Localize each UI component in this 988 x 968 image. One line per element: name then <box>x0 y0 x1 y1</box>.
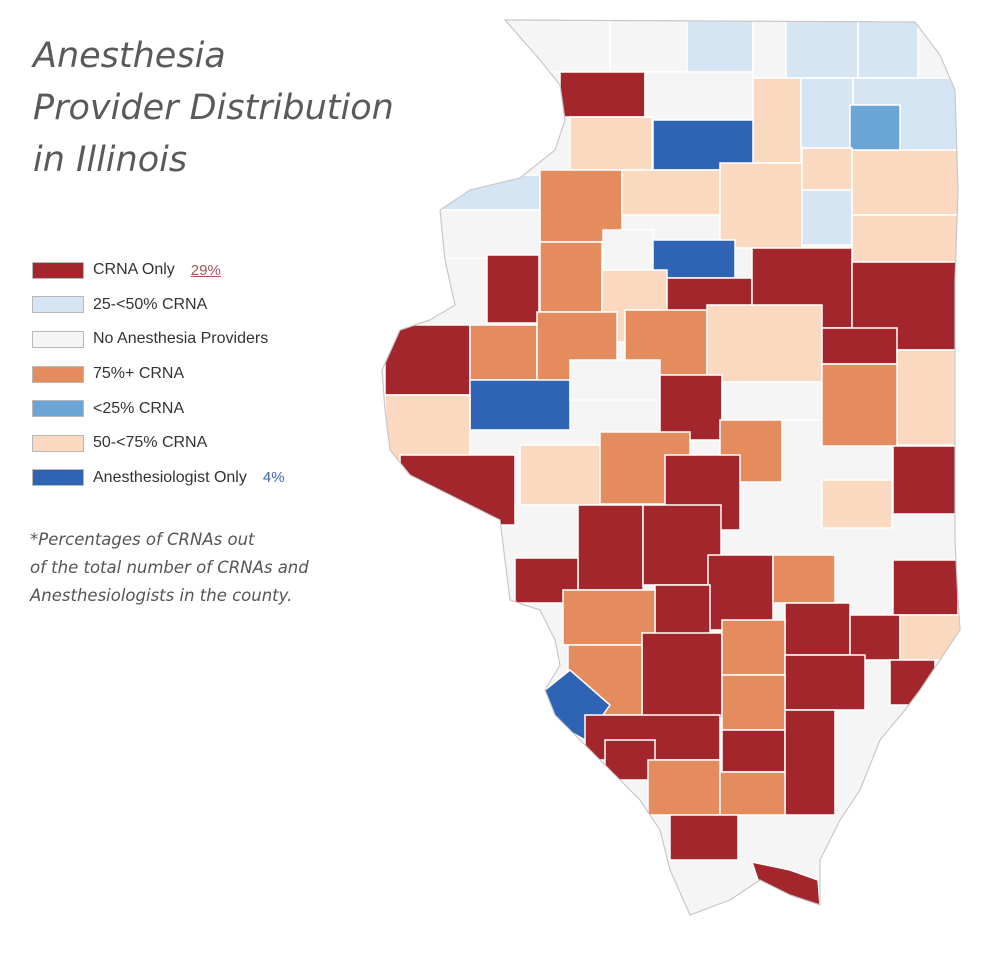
county <box>659 374 723 441</box>
county <box>889 659 936 706</box>
county <box>602 229 654 271</box>
county <box>384 394 471 466</box>
county <box>721 729 786 773</box>
title-line-1: Anesthesia <box>33 36 226 76</box>
county <box>821 479 893 529</box>
county <box>707 554 774 631</box>
legend-swatch <box>32 261 84 279</box>
legend-item-75-plus-crna: 75%+ CRNA <box>32 357 352 392</box>
legend-percentage: 29% <box>190 261 221 279</box>
county <box>439 209 541 259</box>
legend-label: CRNA Only <box>93 261 175 279</box>
county <box>562 589 656 646</box>
county <box>577 504 644 591</box>
state-outline <box>381 19 961 916</box>
legend-item-under-25-crna: <25% CRNA <box>32 391 352 426</box>
county <box>752 20 787 79</box>
county <box>469 324 538 381</box>
county <box>486 254 540 324</box>
legend-swatch <box>32 296 84 314</box>
county <box>851 214 959 266</box>
county <box>752 77 802 164</box>
legend-swatch <box>32 365 84 383</box>
county <box>569 116 653 171</box>
county <box>821 327 898 365</box>
county <box>721 674 786 731</box>
legend-item-anesthesiologist-only: Anesthesiologist Only 4% <box>32 461 352 496</box>
county <box>784 602 851 656</box>
county <box>857 20 919 79</box>
county <box>800 77 854 149</box>
county <box>719 771 786 816</box>
county <box>784 709 836 816</box>
county <box>892 559 959 616</box>
footnote-line-3: Anesthesiologists in the county. <box>30 586 293 605</box>
county <box>785 20 859 79</box>
county <box>721 381 823 421</box>
legend-swatch <box>32 400 84 418</box>
county <box>801 189 853 246</box>
county <box>569 359 661 401</box>
legend-item-no-providers: No Anesthesia Providers <box>32 322 352 357</box>
county <box>647 759 721 816</box>
legend-swatch <box>32 434 84 452</box>
legend-swatch <box>32 330 84 348</box>
legend-label: 50-<75% CRNA <box>93 434 208 452</box>
county <box>851 149 959 216</box>
county <box>609 20 688 73</box>
county <box>801 147 853 191</box>
legend-item-crna-only: CRNA Only 29% <box>32 253 352 288</box>
county <box>469 379 571 431</box>
legend-percentage: 4% <box>262 469 285 487</box>
legend-label: Anesthesiologist Only <box>93 468 247 486</box>
legend-label: <25% CRNA <box>93 399 185 417</box>
county <box>654 584 711 636</box>
county <box>439 174 541 211</box>
county <box>399 454 516 526</box>
county <box>849 614 901 661</box>
legend-label: 75%+ CRNA <box>93 365 185 383</box>
legend-swatch <box>32 469 84 487</box>
map-title: Anesthesia Provider Distribution in Illi… <box>33 30 463 186</box>
legend-item-25-50-crna: 25-<50% CRNA <box>32 288 352 323</box>
footnote-line-2: of the total number of CRNAs and <box>30 558 309 577</box>
legend-item-50-75-crna: 50-<75% CRNA <box>32 426 352 461</box>
county <box>849 104 901 156</box>
title-line-2: Provider Distribution <box>33 88 394 128</box>
county <box>621 169 721 216</box>
county <box>519 444 611 506</box>
title-line-3: in Illinois <box>33 140 188 180</box>
county <box>772 554 836 604</box>
county <box>784 654 866 711</box>
county <box>719 162 803 249</box>
county <box>721 619 786 676</box>
county <box>504 20 611 73</box>
county <box>821 363 898 447</box>
legend-label: No Anesthesia Providers <box>93 330 269 348</box>
county <box>539 241 603 313</box>
county <box>686 20 754 76</box>
county <box>641 632 723 719</box>
county <box>559 71 646 118</box>
county-shapes <box>382 20 960 915</box>
county <box>896 349 959 446</box>
county <box>669 814 739 861</box>
county <box>892 445 959 515</box>
map-legend: CRNA Only 29% 25-<50% CRNA No Anesthesia… <box>32 253 352 495</box>
county <box>706 304 823 383</box>
county <box>652 119 754 171</box>
legend-label: 25-<50% CRNA <box>93 295 208 313</box>
county <box>644 71 754 121</box>
footnote: *Percentages of CRNAs out of the total n… <box>30 526 380 610</box>
footnote-line-1: *Percentages of CRNAs out <box>30 530 255 549</box>
county <box>899 614 960 661</box>
